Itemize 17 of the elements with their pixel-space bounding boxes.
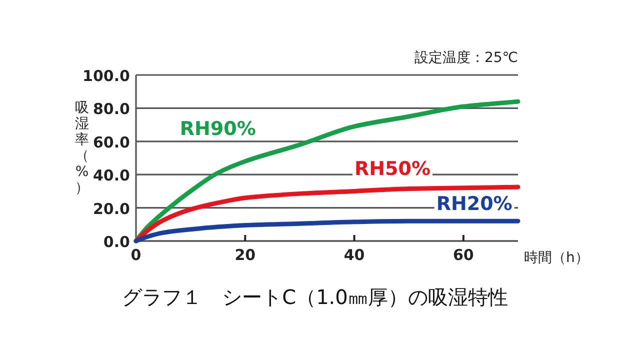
series-label: RH20% <box>436 192 512 215</box>
y-tick-label: 100.0 <box>82 67 130 85</box>
x-tick-label: 40 <box>344 246 365 264</box>
x-axis-title: 時間（h） <box>524 250 589 266</box>
x-tick-label: 60 <box>452 246 474 264</box>
series-label: RH50% <box>354 158 430 180</box>
y-axis-title: 吸湿率（%） <box>75 100 89 196</box>
x-tick-label: 0 <box>130 246 142 264</box>
y-tick-label: 0.0 <box>103 233 130 251</box>
y-tick-label: 60.0 <box>92 133 130 152</box>
text: グラフ１ シートC（1.0㎜厚）の吸湿特性 <box>122 285 508 309</box>
y-tick-label: 80.0 <box>92 100 130 118</box>
text: 設定温度：25℃ <box>414 50 518 66</box>
x-tick-label: 20 <box>234 246 256 264</box>
series-label: RH90% <box>180 118 256 140</box>
y-tick-label: 40.0 <box>92 166 130 185</box>
y-tick-label: 20.0 <box>92 200 130 218</box>
